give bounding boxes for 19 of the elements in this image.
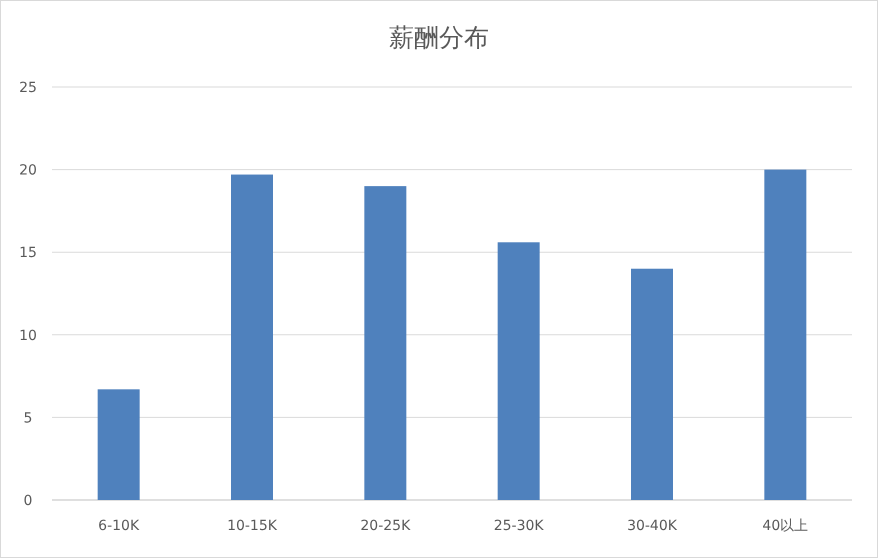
x-tick-label: 40以上 [762,518,808,534]
bar [498,242,540,500]
x-tick-label: 6-10K [98,518,140,534]
x-tick-label: 25-30K [494,518,544,534]
bar [364,186,406,500]
bar [231,174,273,500]
x-tick-label: 10-15K [227,518,278,534]
y-tick-label: 20 [19,162,37,179]
y-tick-label: 10 [19,328,37,344]
bar [631,268,673,500]
x-tick-label: 30-40K [627,518,678,534]
y-tick-label: 5 [24,410,32,426]
bar [764,170,806,500]
y-tick-label: 25 [19,80,37,96]
chart-title: 薪酬分布 [389,23,489,52]
bar [98,389,140,500]
y-tick-label: 0 [24,493,32,509]
x-tick-label: 20-25K [360,518,412,534]
y-tick-label: 15 [19,245,37,262]
